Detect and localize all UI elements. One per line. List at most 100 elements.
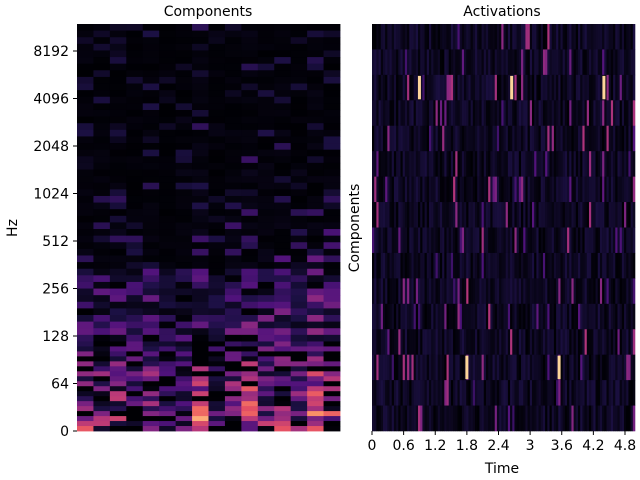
activation-cell xyxy=(608,329,612,355)
activation-cell xyxy=(472,278,476,305)
component-cell xyxy=(142,116,160,124)
activation-cell xyxy=(584,303,588,330)
activation-cell xyxy=(531,49,535,76)
component-cell xyxy=(323,295,341,303)
component-cell xyxy=(126,334,144,342)
activation-cell xyxy=(608,74,612,101)
activation-cell xyxy=(494,151,498,177)
activation-cell xyxy=(556,49,559,76)
activation-cell xyxy=(393,49,397,76)
component-cell xyxy=(241,366,259,372)
component-cell xyxy=(142,37,160,45)
component-cell xyxy=(257,103,275,111)
component-cell xyxy=(224,275,242,283)
activation-cell xyxy=(512,24,515,50)
activation-cell xyxy=(398,405,401,432)
activation-cell xyxy=(479,354,482,381)
activation-cell xyxy=(553,49,557,76)
activation-cell xyxy=(415,380,419,406)
activation-cell xyxy=(413,125,417,152)
component-cell xyxy=(241,295,259,303)
activation-cell xyxy=(391,24,395,50)
activation-cell xyxy=(613,252,616,279)
activation-cell xyxy=(411,380,414,406)
component-cell xyxy=(93,281,111,289)
activation-cell xyxy=(459,151,463,177)
activation-cell xyxy=(402,151,406,177)
activation-cell xyxy=(529,227,533,254)
component-cell xyxy=(208,189,226,197)
activation-cell xyxy=(490,354,493,381)
component-cell xyxy=(126,30,144,38)
component-cell xyxy=(159,63,177,71)
component-cell xyxy=(274,406,292,412)
activation-cell xyxy=(602,125,605,152)
activation-cell xyxy=(518,405,522,432)
activation-cell xyxy=(606,354,609,381)
activation-cell xyxy=(396,329,399,355)
component-cell xyxy=(142,229,160,237)
activation-cell xyxy=(407,227,410,254)
component-cell xyxy=(93,156,111,164)
activation-cell xyxy=(538,354,542,381)
component-cell xyxy=(274,70,292,78)
component-cell xyxy=(208,209,226,217)
activation-cell xyxy=(442,74,445,101)
activation-cell xyxy=(562,252,566,279)
component-cell xyxy=(241,262,259,270)
activation-cell xyxy=(391,151,395,177)
activation-cell xyxy=(485,100,489,127)
activation-cell xyxy=(619,380,623,406)
activation-cell xyxy=(446,278,450,305)
activation-cell xyxy=(538,405,542,432)
activation-cell xyxy=(628,303,631,330)
activation-cell xyxy=(599,303,603,330)
component-cell xyxy=(159,43,177,51)
activation-cell xyxy=(567,151,570,177)
activation-cell xyxy=(575,278,579,305)
activation-cell xyxy=(499,24,502,50)
activation-cell xyxy=(621,176,625,203)
activation-cell xyxy=(507,100,511,127)
activation-cell xyxy=(475,24,478,50)
activation-cell xyxy=(512,74,515,101)
activation-cell xyxy=(608,202,612,228)
activation-cell xyxy=(378,74,382,101)
activation-cell xyxy=(418,100,421,127)
component-cell xyxy=(109,90,127,98)
activation-cell xyxy=(464,24,467,50)
component-cell xyxy=(323,301,341,309)
component-cell xyxy=(142,334,160,342)
component-cell xyxy=(274,371,292,377)
component-cell xyxy=(241,346,259,352)
component-cell xyxy=(323,215,341,223)
activation-cell xyxy=(413,24,417,50)
component-cell xyxy=(274,156,292,164)
activation-cell xyxy=(494,278,498,305)
activation-cell xyxy=(534,303,537,330)
activation-cell xyxy=(470,303,474,330)
activation-cell xyxy=(573,252,577,279)
activation-cell xyxy=(479,74,482,101)
activation-cell xyxy=(621,329,625,355)
activation-cell xyxy=(613,49,616,76)
activation-cell xyxy=(433,252,436,279)
activation-cell xyxy=(567,49,570,76)
activation-cell xyxy=(507,202,511,228)
activation-cell xyxy=(624,100,627,127)
component-cell xyxy=(77,189,94,197)
activation-cell xyxy=(431,278,434,305)
component-cell xyxy=(192,43,209,51)
component-cell xyxy=(109,416,127,422)
activation-cell xyxy=(540,176,544,203)
activation-cell xyxy=(442,24,445,50)
activation-cell xyxy=(586,74,590,101)
component-cell xyxy=(307,421,324,427)
components-y-tick-label: 2048 xyxy=(33,139,69,155)
activation-cell xyxy=(428,380,432,406)
component-cell xyxy=(241,116,259,124)
activation-cell xyxy=(624,252,627,279)
component-cell xyxy=(142,30,160,38)
activation-cell xyxy=(501,405,504,432)
activation-cell xyxy=(492,151,496,177)
